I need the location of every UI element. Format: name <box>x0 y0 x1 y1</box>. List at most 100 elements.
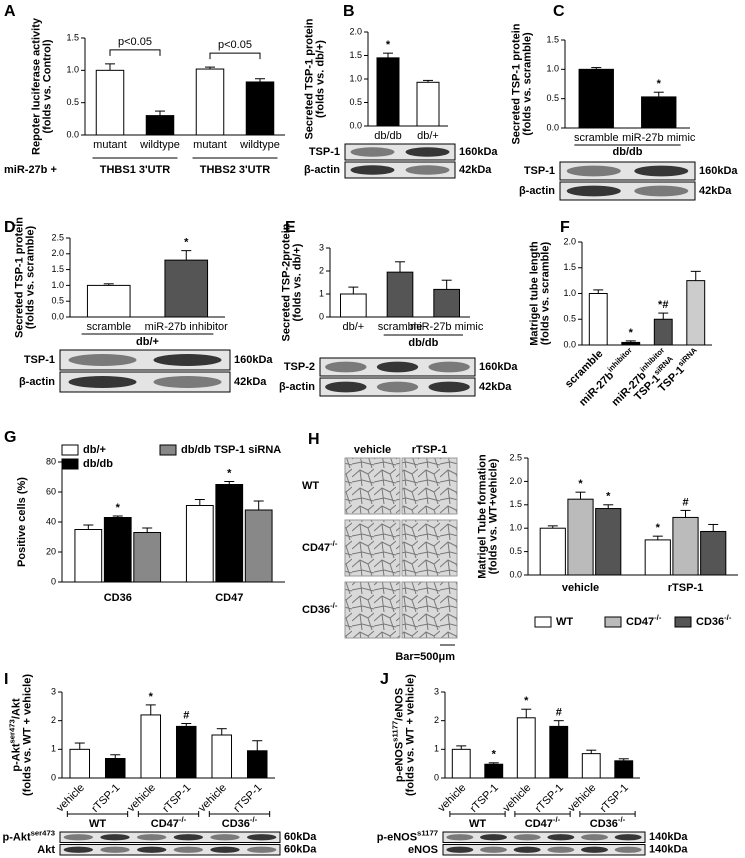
y-axis-label-sup: ser473 <box>7 719 16 743</box>
x-tick-label: CD47 <box>215 592 243 604</box>
x-tick-label-group: rTSP-1 <box>533 782 566 815</box>
y-tick-label: 80 <box>46 456 56 466</box>
scale-label: Bar=500μm <box>395 651 455 663</box>
y-tick-label: 0.0 <box>66 129 79 139</box>
x-tick-label-part: rTSP-1 <box>668 582 703 594</box>
y-tick-label: 0.5 <box>509 546 522 556</box>
y-axis-label-part: (folds vs. db/+) <box>314 40 326 118</box>
x-tick-label-sup: siRNA <box>676 345 699 368</box>
group-label-part: db/+ <box>136 336 159 348</box>
image-row-label: CD36-/- <box>302 601 338 616</box>
x-tick-label-part: db/+ <box>417 130 439 142</box>
y-tick-label: 0.0 <box>349 120 362 130</box>
y-tick-label: 20 <box>46 546 56 556</box>
blot-size: 160kDa <box>234 354 273 366</box>
legend-swatch <box>159 444 177 456</box>
y-tick-label: 1.5 <box>546 34 559 44</box>
significance-mark: * <box>656 522 661 534</box>
y-tick-label: 1.0 <box>51 280 64 290</box>
significance-mark: # <box>183 709 189 721</box>
x-tick-label: wildtype <box>139 139 180 151</box>
group-label-sup: -/- <box>179 815 187 824</box>
x-tick-label: db/+ <box>342 321 364 333</box>
bar <box>69 748 91 779</box>
blot-band <box>614 834 642 841</box>
y-axis-label: Positive cells (%) <box>16 477 28 567</box>
panel-letter: C <box>553 3 565 20</box>
blot-band <box>173 846 203 853</box>
x-tick-label-part: vehicle <box>196 782 229 815</box>
x-tick-label-part: rTSP-1 <box>160 782 193 815</box>
y-tick-label: 2.0 <box>509 476 522 486</box>
blot-band <box>480 846 507 853</box>
x-tick-label-part: miR-27b inhibitor <box>145 321 228 333</box>
group-prefix: miR-27b + <box>4 164 57 176</box>
x-tick-label: mutant <box>93 139 127 151</box>
y-tick-label: 0.5 <box>563 314 576 324</box>
x-tick-label: rTSP-1 <box>668 582 703 594</box>
bar <box>516 717 536 779</box>
x-tick-label-group: vehicle <box>196 782 229 815</box>
bar <box>416 81 440 127</box>
blot-size: 42kDa <box>699 185 732 197</box>
group-label: WT <box>89 818 106 830</box>
y-tick-label: 0 <box>51 772 56 782</box>
panel-letter: B <box>343 3 355 20</box>
legend-label-part: db/db <box>83 458 113 470</box>
bracket <box>209 52 261 60</box>
x-tick-label: vehicle <box>54 782 87 815</box>
bar <box>644 539 671 576</box>
legend-label: CD47-/- <box>626 613 662 628</box>
y-tick-label: 0 <box>434 772 439 782</box>
x-tick-label: scramble <box>574 132 619 144</box>
y-axis-label-part: Positive cells (%) <box>16 477 28 567</box>
y-axis-label-part: (folds vs. Control) <box>41 39 53 133</box>
x-tick-label-part: wildtype <box>239 139 280 151</box>
x-tick-label-part: scramble <box>86 321 131 333</box>
blot-label: β-actin <box>19 376 55 388</box>
blot-band <box>137 834 167 841</box>
image-row-label: WT <box>302 480 319 492</box>
y-axis-label-part: (folds vs. WT+vehicle) <box>487 458 499 574</box>
y-axis-label-group: Secreted TSP-1 protein (folds vs. scrambl… <box>510 23 533 144</box>
x-tick-label: wildtype <box>239 139 280 151</box>
blot-band <box>68 354 137 366</box>
blot-band <box>446 834 474 841</box>
bar <box>567 498 594 576</box>
y-tick-label: 2.5 <box>509 452 522 462</box>
bracket <box>109 49 161 56</box>
x-tick-label-part: rTSP-1 <box>598 782 631 815</box>
y-axis-label-group: Secreted TSP-1 protein (folds vs. db/+) <box>303 18 326 139</box>
group-label: THBS2 3'UTR <box>200 164 271 176</box>
group-label: db/db <box>408 337 438 349</box>
micrograph <box>344 519 401 577</box>
bar <box>578 68 614 129</box>
blot-band <box>547 834 575 841</box>
y-tick-label: 3 <box>434 686 439 696</box>
blot-label: eNOS <box>408 844 438 856</box>
bar <box>539 527 566 576</box>
blot-band <box>513 834 541 841</box>
x-tick-label: miR-27b mimic <box>410 321 484 333</box>
x-tick-label-part: db/db <box>374 130 402 142</box>
y-axis-label-part: Secreted TSP-2protein <box>280 223 292 341</box>
blot-label: β-actin <box>304 164 340 176</box>
significance-mark: * <box>492 749 497 761</box>
y-tick-label: 1.0 <box>509 523 522 533</box>
legend-label-sup: -/- <box>724 613 732 622</box>
blot-band <box>350 147 395 157</box>
group-label-part: db/db <box>408 337 438 349</box>
image-row-label-part: WT <box>302 480 319 492</box>
blot-band <box>480 834 507 841</box>
y-axis-label: Matrigel Tube formation <box>476 454 488 579</box>
blot-band <box>428 381 470 393</box>
group-label-part: CD36 <box>222 818 250 830</box>
y-axis-label: Matrigel tube length <box>528 241 540 346</box>
x-tick-label-group: vehicle <box>125 782 158 815</box>
y-axis-label: (folds vs. scramble) <box>24 226 36 330</box>
x-tick-label: rTSP-1 <box>533 782 566 815</box>
legend-swatch <box>61 444 79 456</box>
panel-letter: G <box>4 429 16 446</box>
group-label-sup: -/- <box>250 815 258 824</box>
blot-label-part: TSP-1 <box>24 354 55 366</box>
